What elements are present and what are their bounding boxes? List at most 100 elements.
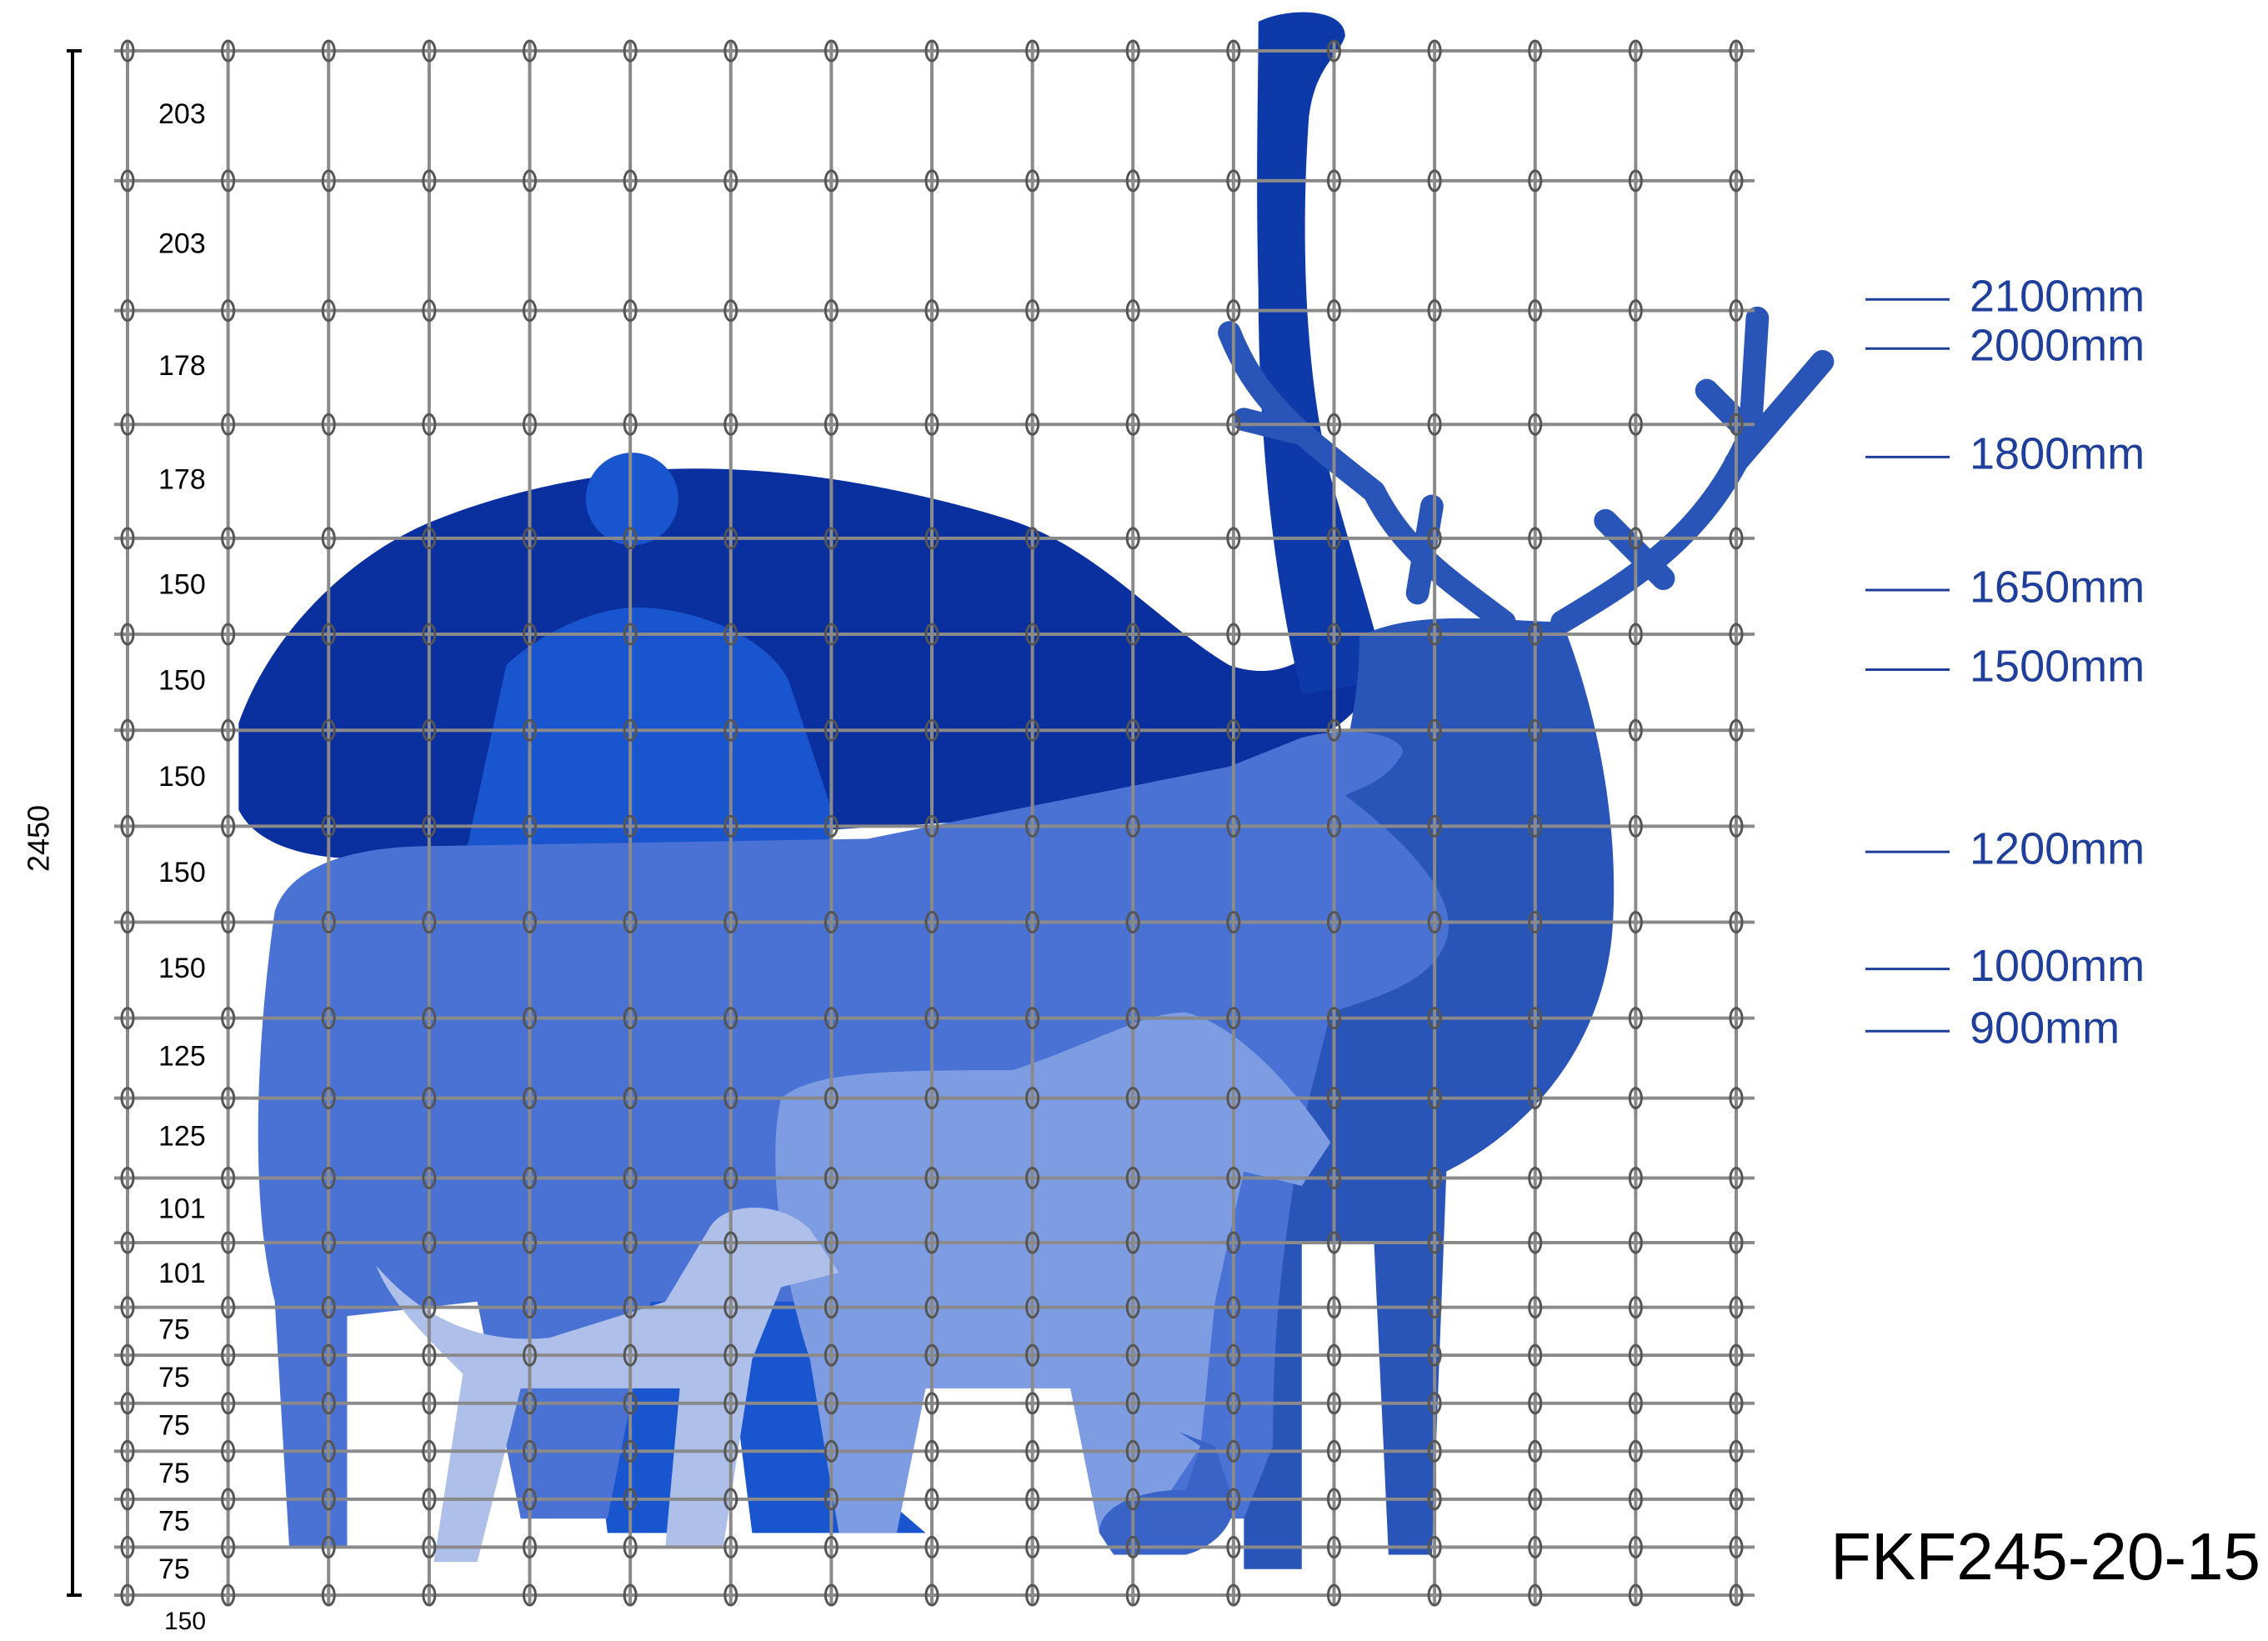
knot	[824, 623, 839, 646]
knot	[1226, 910, 1241, 933]
knot	[1528, 169, 1543, 193]
knot	[523, 299, 537, 323]
knot	[321, 1343, 336, 1367]
knot	[1327, 169, 1341, 193]
knot	[1025, 1231, 1040, 1254]
knot	[1327, 1439, 1341, 1463]
knot	[623, 1583, 638, 1607]
knot	[924, 169, 939, 193]
knot	[1628, 413, 1643, 436]
knot	[221, 1583, 236, 1607]
knot	[221, 910, 236, 933]
knot	[1628, 1007, 1643, 1030]
knot	[321, 1087, 336, 1110]
knot	[623, 814, 638, 838]
knot	[1125, 814, 1140, 838]
knot	[1729, 1231, 1744, 1254]
knot	[1327, 623, 1341, 646]
knot	[422, 1343, 437, 1367]
knot	[1125, 1535, 1140, 1558]
knot	[1427, 413, 1442, 436]
knot	[1427, 1488, 1442, 1511]
knot	[1025, 814, 1040, 838]
knot	[120, 1583, 135, 1607]
knot	[120, 814, 135, 838]
knot	[1427, 1439, 1442, 1463]
model-name: FKF245-20-15	[1830, 1519, 2260, 1593]
knot	[221, 718, 236, 742]
knot	[1327, 1535, 1341, 1558]
knot	[924, 814, 939, 838]
knot	[321, 39, 336, 63]
knot	[723, 1535, 738, 1558]
knot	[1427, 1392, 1442, 1415]
knot	[422, 527, 437, 550]
knot	[1226, 1231, 1241, 1254]
knot	[221, 1439, 236, 1463]
knot	[221, 1087, 236, 1110]
knot	[723, 527, 738, 550]
knot	[321, 1296, 336, 1319]
knot	[623, 1296, 638, 1319]
knot	[1729, 1535, 1744, 1558]
knot	[1528, 1087, 1543, 1110]
knot	[1729, 623, 1744, 646]
knot	[1025, 718, 1040, 742]
knot	[924, 718, 939, 742]
knot	[523, 1231, 537, 1254]
knot	[723, 1007, 738, 1030]
knot	[623, 1231, 638, 1254]
knot	[1125, 1439, 1140, 1463]
knot	[623, 527, 638, 550]
knot	[120, 527, 135, 550]
spacing-label: 75	[158, 1553, 190, 1585]
knot	[924, 413, 939, 436]
knot	[623, 718, 638, 742]
spacing-label: 203	[158, 98, 206, 130]
knot	[1427, 718, 1442, 742]
knot	[1729, 299, 1744, 323]
knot	[321, 1231, 336, 1254]
knot	[723, 1343, 738, 1367]
knot	[1528, 299, 1543, 323]
knot	[1528, 623, 1543, 646]
knot	[1125, 413, 1140, 436]
knot	[523, 1392, 537, 1415]
knot	[623, 1392, 638, 1415]
knot	[924, 1343, 939, 1367]
knot	[1125, 718, 1140, 742]
knot	[623, 1167, 638, 1190]
knot	[723, 1583, 738, 1607]
knot	[422, 1439, 437, 1463]
knot	[1628, 299, 1643, 323]
knot	[723, 718, 738, 742]
knot	[723, 1488, 738, 1511]
knot	[1729, 1167, 1744, 1190]
knot	[1327, 527, 1341, 550]
knot	[1327, 1167, 1341, 1190]
knot	[924, 39, 939, 63]
knot	[321, 1488, 336, 1511]
knot	[321, 623, 336, 646]
knot	[623, 1087, 638, 1110]
knot	[422, 1167, 437, 1190]
knot	[1125, 1488, 1140, 1511]
knot	[824, 1392, 839, 1415]
knot	[623, 1439, 638, 1463]
knot	[120, 718, 135, 742]
knot	[321, 413, 336, 436]
knot	[120, 39, 135, 63]
knot	[1528, 910, 1543, 933]
knot	[1628, 1439, 1643, 1463]
knot	[1125, 527, 1140, 550]
knot	[1427, 1343, 1442, 1367]
knot	[523, 1488, 537, 1511]
knot	[1327, 299, 1341, 323]
knot	[1729, 814, 1744, 838]
knot	[1025, 623, 1040, 646]
knot	[422, 39, 437, 63]
knot	[221, 527, 236, 550]
knot	[422, 1007, 437, 1030]
